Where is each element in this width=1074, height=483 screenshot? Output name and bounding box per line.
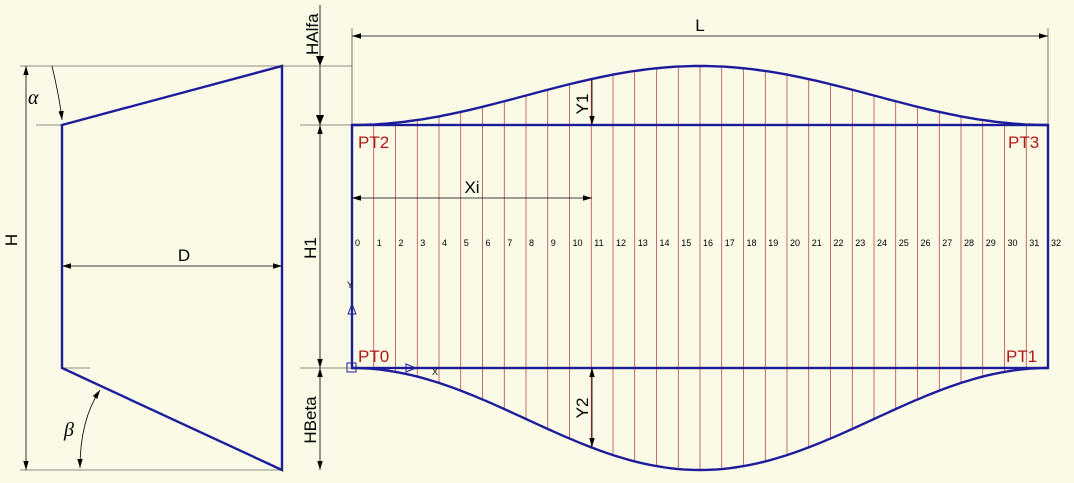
xi-label: Xi (464, 178, 479, 197)
ucs-x-label: X (432, 367, 438, 377)
trapezoid-view: H D α β (2, 64, 284, 472)
hatch-lines (351, 66, 1049, 470)
halfa-arrow-top (316, 56, 324, 66)
division-number-7: 7 (507, 238, 512, 248)
beta-angle-arc (77, 389, 101, 469)
division-number-4: 4 (442, 238, 447, 248)
y2-label: Y2 (573, 398, 592, 419)
division-number-22: 22 (834, 238, 844, 248)
upper-curve (352, 64, 1048, 127)
division-number-30: 30 (1008, 238, 1018, 248)
division-number-23: 23 (855, 238, 865, 248)
l-label: L (695, 16, 704, 35)
alpha-label: α (28, 87, 39, 109)
division-number-12: 12 (616, 238, 626, 248)
halfa-arrow-bottom (316, 115, 324, 125)
trapezoid-outline (60, 64, 284, 472)
development-rectangle (350, 123, 1050, 370)
division-number-2: 2 (399, 238, 404, 248)
division-number-11: 11 (594, 238, 603, 248)
h-label: H (2, 234, 21, 246)
division-number-18: 18 (747, 238, 757, 248)
division-number-8: 8 (529, 238, 534, 248)
pt1-label: PT1 (1006, 347, 1037, 366)
division-number-17: 17 (725, 238, 735, 248)
division-number-25: 25 (899, 238, 909, 248)
division-number-0: 0 (355, 238, 360, 248)
division-number-20: 20 (790, 238, 800, 248)
division-number-28: 28 (964, 238, 974, 248)
beta-label: β (63, 419, 74, 441)
alpha-angle-arc (51, 65, 64, 121)
division-number-3: 3 (420, 238, 425, 248)
y1-label: Y1 (573, 94, 592, 115)
division-number-5: 5 (464, 238, 469, 248)
division-number-15: 15 (681, 238, 691, 248)
division-number-21: 21 (812, 238, 822, 248)
d-label: D (178, 246, 190, 265)
ucs-icon: X Y (346, 280, 438, 377)
vertical-dimensions: HAlfa H1 HBeta (282, 5, 352, 470)
pt0-label: PT0 (358, 347, 389, 366)
division-number-10: 10 (573, 238, 583, 248)
division-number-1: 1 (377, 238, 382, 248)
division-numbers: 0 1 2 3 4 5 6 7 8 9 10 11 12 13 14 15 16 17 18 19 20 21 22 23 24… (355, 238, 1061, 248)
pt3-label: PT3 (1008, 133, 1039, 152)
division-number-32: 32 (1051, 238, 1061, 248)
ucs-y-label: Y (347, 280, 353, 290)
division-number-26: 26 (921, 238, 931, 248)
division-number-13: 13 (638, 238, 648, 248)
lower-curve (351, 366, 1049, 472)
division-number-24: 24 (877, 238, 887, 248)
hbeta-label: HBeta (301, 396, 320, 444)
pt2-label: PT2 (358, 133, 389, 152)
division-number-19: 19 (768, 238, 778, 248)
development-view: L Y1 Y2 Xi 0 1 2 3 4 5 6 7 8 9 10 11 12 13 14 15 16 17 18 1… (346, 16, 1061, 472)
division-number-31: 31 (1029, 238, 1039, 248)
division-number-29: 29 (986, 238, 996, 248)
division-number-9: 9 (551, 238, 556, 248)
division-number-27: 27 (942, 238, 952, 248)
h1-label: H1 (301, 237, 320, 259)
division-number-6: 6 (486, 238, 491, 248)
division-number-16: 16 (703, 238, 713, 248)
division-number-14: 14 (660, 238, 670, 248)
halfa-label: HAlfa (303, 13, 322, 55)
